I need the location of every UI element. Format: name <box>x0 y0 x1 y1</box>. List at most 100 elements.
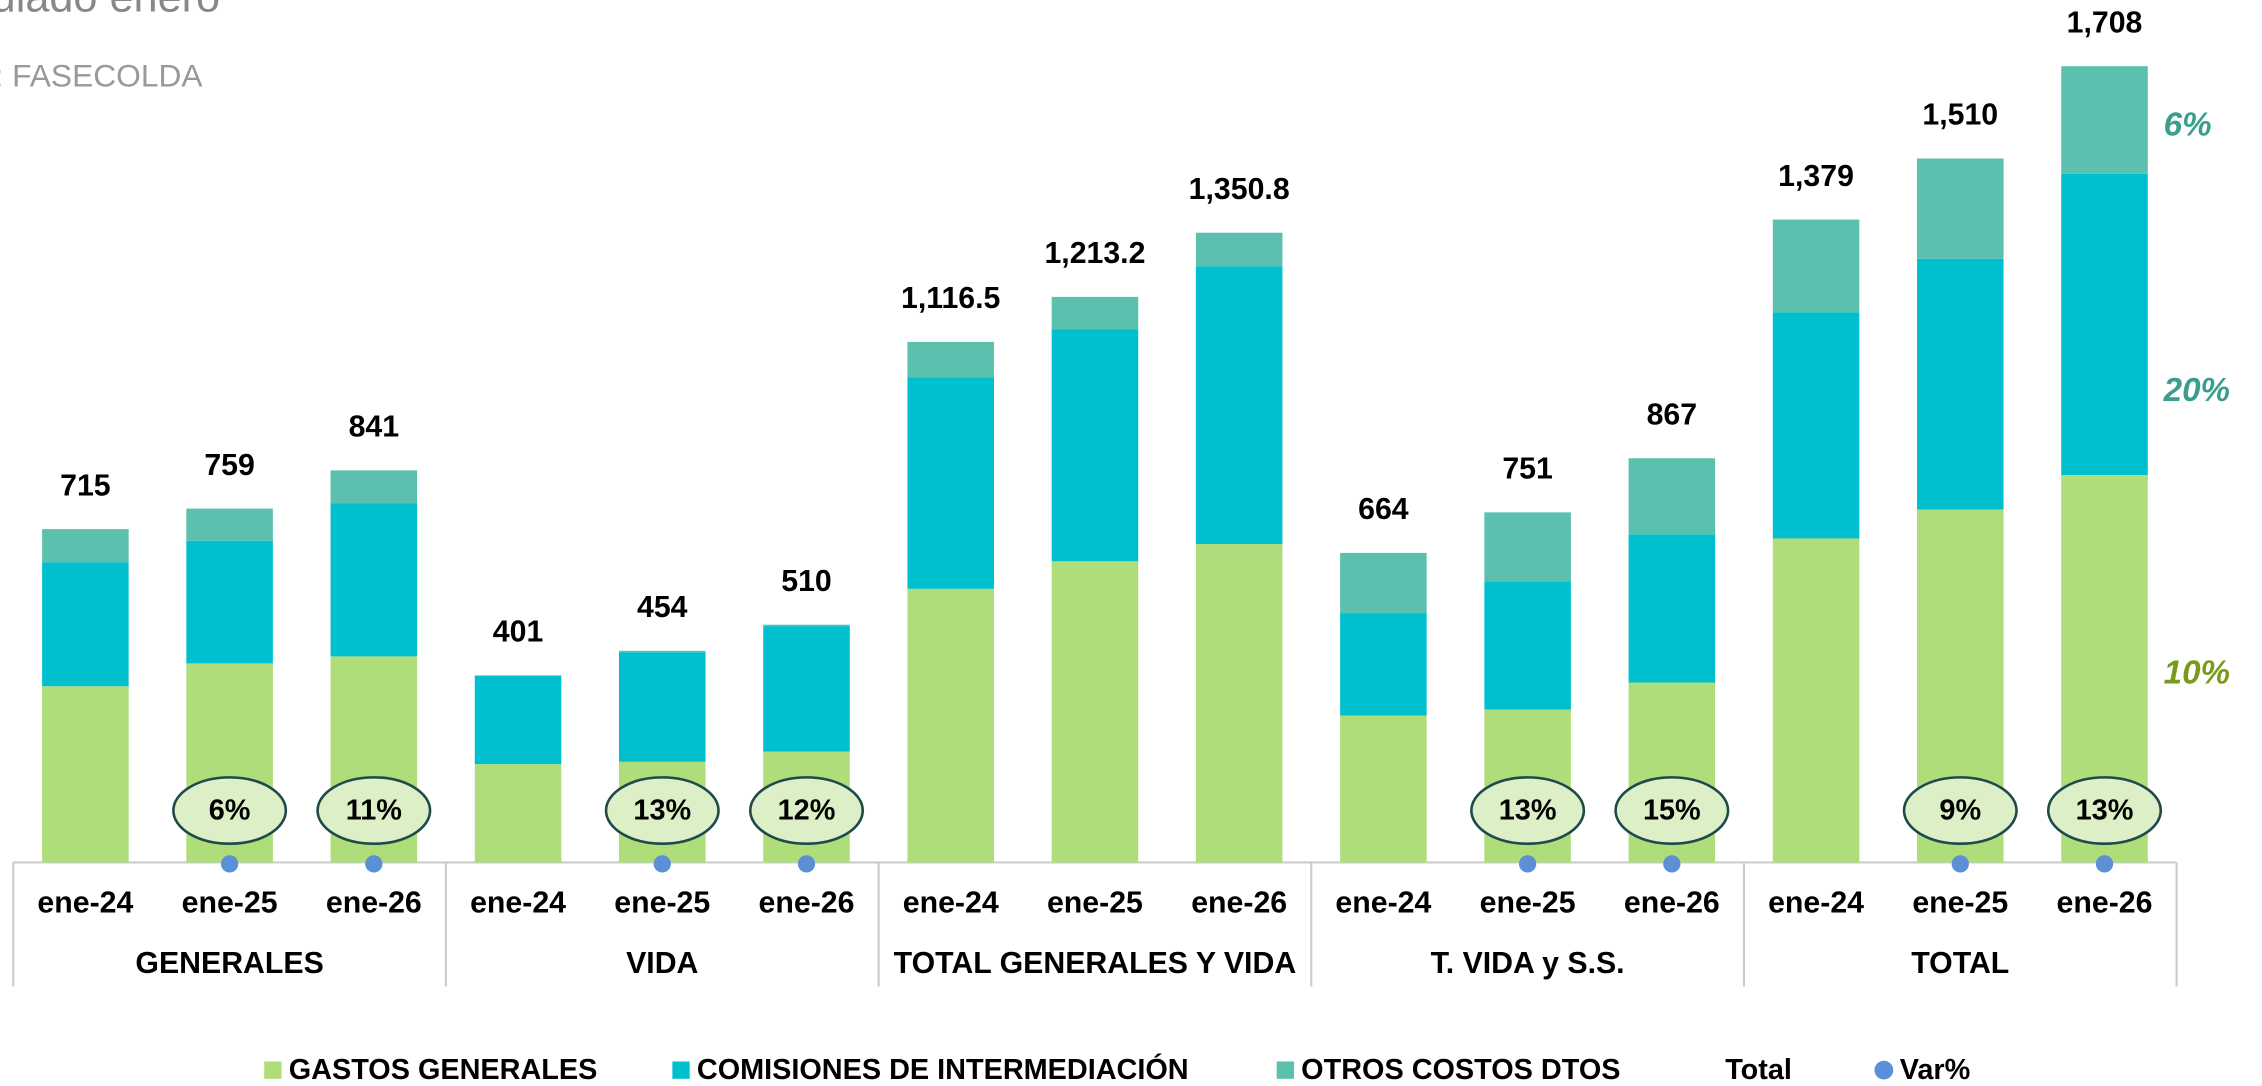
legend-label: Total <box>1725 1054 1792 1086</box>
total-label: 1,116.5 <box>901 282 1000 315</box>
side-annotation: 6% <box>2164 107 2212 144</box>
bar-segment <box>1628 534 1716 683</box>
x-tick-label: ene-25 <box>614 886 710 919</box>
var-bubble <box>1614 776 1730 846</box>
bar-segment <box>42 686 129 863</box>
legend-marker <box>672 1061 690 1079</box>
bar-segment <box>1051 329 1139 562</box>
bar-segment <box>619 652 706 762</box>
x-tick-label: ene-26 <box>326 886 422 919</box>
x-tick-label: ene-25 <box>1480 886 1576 919</box>
x-tick-label: ene-26 <box>2057 886 2153 919</box>
bar-segment <box>42 529 129 563</box>
legend-label: OTROS COSTOS DTOS <box>1301 1054 1620 1086</box>
var-bubble <box>1902 776 2018 846</box>
var-label: 6% <box>209 795 251 827</box>
x-tick-label: ene-25 <box>1912 886 2008 919</box>
var-dot <box>365 855 383 873</box>
var-dot <box>220 855 239 873</box>
x-tick-label: ene-26 <box>759 886 855 919</box>
x-tick-label: ene-24 <box>470 886 566 919</box>
total-label: 1,213.2 <box>1044 237 1145 270</box>
bar-segment <box>1195 544 1283 863</box>
bar-segment <box>1340 613 1427 716</box>
var-dot <box>653 855 671 873</box>
var-bubble <box>316 776 432 846</box>
legend-marker <box>1276 1061 1294 1079</box>
legend-label: Var% <box>1900 1054 1971 1086</box>
bar-segment <box>1195 266 1283 545</box>
var-label: 13% <box>1499 795 1557 827</box>
total-label: 401 <box>493 616 544 649</box>
var-label: 15% <box>1643 795 1701 827</box>
bar-segment <box>907 341 994 378</box>
bar-segment <box>1195 232 1283 267</box>
x-tick-label: ene-24 <box>1335 886 1431 919</box>
bar-segment <box>1772 312 1860 539</box>
bar-segment <box>1051 296 1139 330</box>
x-tick-label: ene-25 <box>1047 886 1143 919</box>
total-label: 1,708 <box>2067 6 2143 39</box>
x-tick-label: ene-24 <box>37 886 133 919</box>
bar-segment <box>330 503 418 657</box>
bar-segment <box>1917 258 2004 510</box>
total-label: 751 <box>1502 453 1552 486</box>
bar-segment <box>1772 538 1860 863</box>
total-label: 664 <box>1358 493 1409 526</box>
legend-marker <box>1874 1060 1894 1080</box>
var-dot <box>1951 855 1969 873</box>
bar-segment <box>763 626 850 752</box>
var-dot <box>1518 855 1537 873</box>
total-label: 1,350.8 <box>1189 173 1290 206</box>
x-tick-label: ene-25 <box>182 886 278 919</box>
bar-segment <box>1917 158 2004 259</box>
total-label: 715 <box>60 469 111 502</box>
group-label: T. VIDA y S.S. <box>1431 947 1625 980</box>
var-bubble <box>172 776 288 846</box>
chart-subtitle: : FASECOLDA <box>0 57 203 93</box>
total-label: 841 <box>349 411 400 444</box>
total-label: 867 <box>1647 398 1698 431</box>
bar-segment <box>186 540 273 664</box>
bar-segment <box>1772 219 1860 313</box>
x-tick-label: ene-26 <box>1191 886 1287 919</box>
x-tick-label: ene-26 <box>1624 886 1720 919</box>
bar-segment <box>763 624 850 627</box>
legend-marker <box>264 1061 282 1079</box>
total-label: 759 <box>204 449 255 482</box>
bar-segment <box>1628 458 1716 535</box>
side-annotation: 20% <box>2163 372 2230 409</box>
bar-segment <box>42 562 129 687</box>
bar-segment <box>186 508 273 541</box>
var-bubble <box>1470 776 1586 846</box>
var-label: 13% <box>2076 795 2134 827</box>
bar-segment <box>1051 561 1139 863</box>
side-annotation: 10% <box>2164 655 2230 692</box>
bar-segment <box>474 764 562 863</box>
chart-title: ulado enero <box>0 0 220 21</box>
x-tick-label: ene-24 <box>1768 886 1864 919</box>
bar-segment <box>330 470 418 504</box>
bar-segment <box>907 588 994 863</box>
total-label: 454 <box>637 591 688 624</box>
bar-segment <box>1340 552 1427 614</box>
bar-segment <box>474 675 562 765</box>
group-label: TOTAL <box>1911 947 2009 980</box>
x-tick-label: ene-24 <box>903 886 999 919</box>
total-label: 1,510 <box>1922 99 1998 132</box>
var-label: 12% <box>778 795 836 827</box>
bar-segment <box>1484 581 1571 710</box>
legend-label: COMISIONES DE INTERMEDIACIÓN <box>697 1052 1189 1086</box>
legend-label: GASTOS GENERALES <box>289 1054 598 1086</box>
var-bubble <box>748 776 865 846</box>
var-label: 9% <box>1939 795 1981 827</box>
group-label: GENERALES <box>135 947 323 980</box>
var-dot <box>797 855 816 873</box>
var-bubble <box>604 776 720 846</box>
total-label: 510 <box>781 565 832 598</box>
bar-segment <box>2061 173 2148 476</box>
total-label: 1,379 <box>1778 160 1854 193</box>
group-label: TOTAL GENERALES Y VIDA <box>894 947 1297 980</box>
